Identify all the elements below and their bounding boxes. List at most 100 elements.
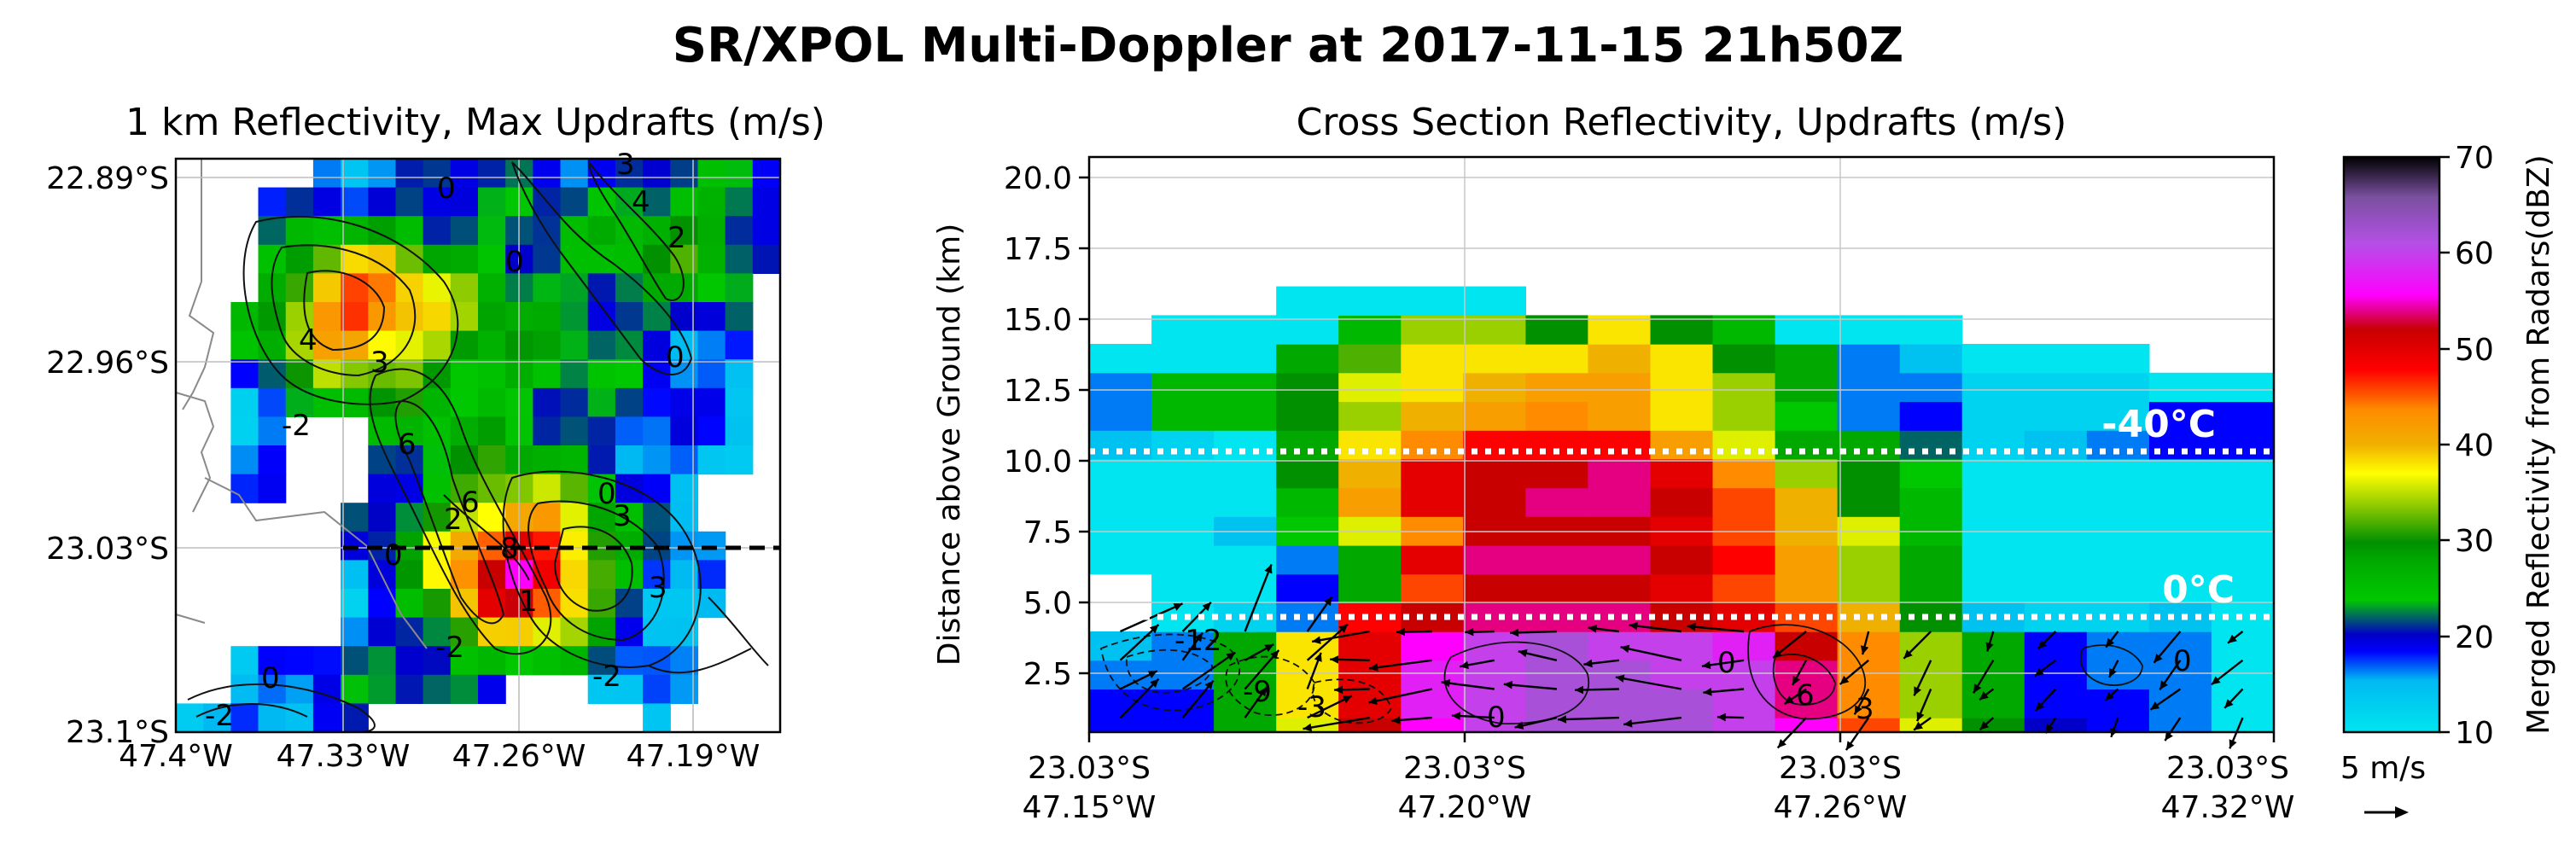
map-cell xyxy=(615,474,644,503)
right-y-tick-label: 15.0 xyxy=(1004,303,1072,338)
heatmap-cell xyxy=(1588,344,1652,374)
wind-vector-head xyxy=(1441,678,1451,688)
heatmap-cell xyxy=(1961,718,2025,733)
left-contour-label: 2 xyxy=(444,503,463,537)
heatmap-cell xyxy=(1525,458,1589,489)
map-cell xyxy=(670,302,699,332)
right-panel-title: Cross Section Reflectivity, Updrafts (m/… xyxy=(1297,101,2067,144)
heatmap-cell xyxy=(1463,372,1526,403)
wind-vector xyxy=(1558,716,1619,721)
colorbar-tick-label: 20 xyxy=(2455,620,2494,655)
heatmap-cell xyxy=(1401,631,1464,661)
map-cell xyxy=(368,646,397,676)
left-contour-label: 6 xyxy=(398,428,417,462)
map-cell xyxy=(615,273,644,303)
left-axes-frame xyxy=(174,157,782,734)
heatmap-cell xyxy=(1712,718,1776,733)
map-cell xyxy=(560,273,589,303)
heatmap-cell xyxy=(2086,545,2150,575)
heatmap-cell xyxy=(1837,430,1901,460)
heatmap-cell xyxy=(1837,660,1901,690)
heatmap-cell xyxy=(1837,372,1901,403)
map-cell xyxy=(670,445,699,475)
heatmap-cell xyxy=(1276,458,1339,489)
map-cell xyxy=(643,416,671,446)
heatmap-cell xyxy=(1588,458,1652,489)
heatmap-cell xyxy=(1338,718,1402,733)
map-cell xyxy=(478,445,506,475)
right-x-tick-lon: 47.20°W xyxy=(1398,790,1532,825)
map-cell xyxy=(643,674,671,704)
heatmap-cell xyxy=(1151,660,1215,690)
map-cell xyxy=(725,416,754,446)
wind-vector-head xyxy=(1342,695,1352,704)
map-cell xyxy=(450,359,479,389)
wind-vector-head xyxy=(2106,637,2115,648)
right-y-tick-label: 17.5 xyxy=(1004,232,1072,267)
map-cell xyxy=(423,560,452,590)
wind-vector-head xyxy=(1716,712,1726,722)
wind-vector-head xyxy=(1338,624,1349,633)
map-cell xyxy=(615,244,644,274)
left-contour-label: 0 xyxy=(261,661,280,695)
right-y-tick-label: 7.5 xyxy=(1023,515,1072,550)
map-cell xyxy=(478,503,506,532)
map-cell xyxy=(670,187,699,217)
heatmap-cell xyxy=(2024,344,2088,374)
map-cell xyxy=(670,159,699,189)
map-cell xyxy=(697,416,726,446)
wind-vector xyxy=(1181,651,1236,690)
map-cell xyxy=(478,244,506,274)
map-cell xyxy=(395,187,424,217)
heatmap-cell xyxy=(1338,401,1402,431)
heatmap-cell xyxy=(2148,401,2212,431)
map-cell xyxy=(258,244,287,274)
map-cell xyxy=(615,302,644,332)
heatmap-cell xyxy=(1588,545,1652,575)
colorbar-label: Merged Reflectivity from Radars(dBZ) xyxy=(2521,154,2556,734)
heatmap-cell xyxy=(1588,430,1652,460)
map-cell xyxy=(643,646,671,676)
map-cell xyxy=(697,589,726,619)
heatmap-cell xyxy=(1525,660,1589,690)
heatmap-cell xyxy=(2086,718,2150,733)
map-cell xyxy=(615,560,644,590)
wind-vector-head xyxy=(1575,685,1583,695)
colorbar-tick-label: 50 xyxy=(2455,333,2494,368)
map-cell xyxy=(533,445,562,475)
wind-vector-head xyxy=(1629,621,1638,631)
heatmap-cell xyxy=(1338,430,1402,460)
heatmap-cell xyxy=(1712,573,1776,603)
map-cell xyxy=(176,703,204,733)
map-cell xyxy=(587,445,616,475)
heatmap-cell xyxy=(2086,458,2150,489)
map-cell xyxy=(395,302,424,332)
heatmap-cell xyxy=(1588,372,1652,403)
heatmap-cell xyxy=(1401,401,1464,431)
map-cell xyxy=(258,302,287,332)
heatmap-cell xyxy=(1401,286,1464,316)
map-cell xyxy=(533,416,562,446)
left-contour-label: 4 xyxy=(632,185,650,219)
map-cell xyxy=(533,244,562,274)
heatmap-cell xyxy=(1276,660,1339,690)
map-cell xyxy=(587,387,616,417)
map-cell xyxy=(230,646,259,676)
heatmap-cell xyxy=(1463,631,1526,661)
heatmap-cell xyxy=(1588,401,1652,431)
map-cell xyxy=(615,646,644,676)
map-cell xyxy=(533,387,562,417)
map-cell xyxy=(587,674,616,704)
left-panel-title: 1 km Reflectivity, Max Updrafts (m/s) xyxy=(125,101,825,144)
heatmap-cell xyxy=(1276,573,1339,603)
map-cell xyxy=(395,617,424,647)
wind-vector xyxy=(1244,649,1280,690)
heatmap-cell xyxy=(1588,718,1652,733)
map-cell xyxy=(643,617,671,647)
map-cell xyxy=(670,589,699,619)
heatmap-cell xyxy=(1276,631,1339,661)
left-contour-label: 2 xyxy=(667,221,686,255)
map-cell xyxy=(341,302,369,332)
wind-vector-head xyxy=(1861,645,1869,655)
heatmap-cell xyxy=(1463,401,1526,431)
